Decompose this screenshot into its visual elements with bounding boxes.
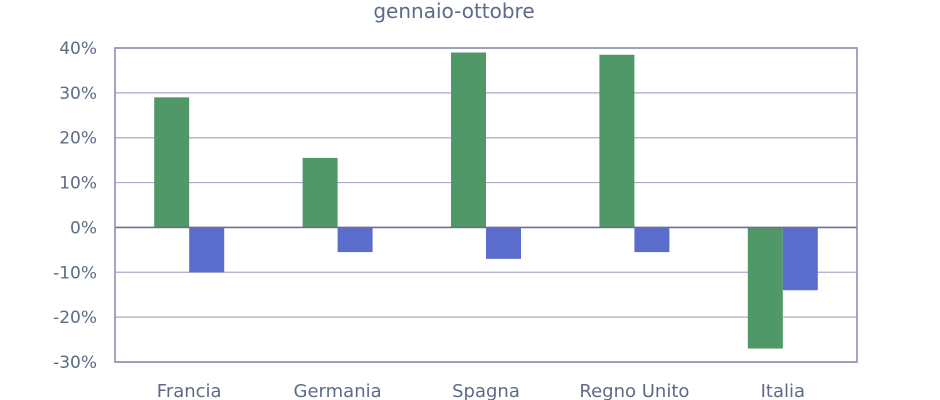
- x-category-label: Spagna: [452, 381, 520, 400]
- y-tick-label: -30%: [53, 353, 97, 373]
- bar-spagna-series-1: [451, 52, 486, 228]
- y-tick-label: 30%: [59, 84, 97, 104]
- plot-border: [114, 47, 858, 363]
- x-category-label: Regno Unito: [579, 381, 689, 400]
- chart-title: gennaio-ottobre: [373, 0, 534, 23]
- y-tick-label: 10%: [59, 174, 97, 194]
- plot-frame: [114, 47, 858, 363]
- bar-spagna-series-2: [486, 227, 521, 259]
- x-category-label: Francia: [157, 381, 222, 400]
- y-tick-label: 0%: [70, 218, 97, 238]
- x-category-label: Italia: [761, 381, 805, 400]
- bar-regno-unito-series-1: [599, 54, 635, 228]
- y-tick-label: -20%: [53, 308, 97, 328]
- y-tick-label: -10%: [53, 263, 97, 283]
- x-category-labels: Francia Germania Spagna Regno Unito Italia: [157, 381, 805, 400]
- y-tick-label: 40%: [59, 39, 97, 59]
- bar-italia-series-2: [782, 227, 818, 291]
- bar-regno-unito-series-2: [634, 227, 670, 253]
- bar-francia-series-1: [154, 97, 190, 228]
- bars: [154, 52, 818, 349]
- bar-germania-series-1: [302, 157, 338, 228]
- x-category-label: Germania: [294, 381, 382, 400]
- bar-germania-series-2: [337, 227, 373, 253]
- bar-francia-series-2: [189, 227, 225, 273]
- y-tick-label: 20%: [59, 129, 97, 149]
- bar-italia-series-1: [747, 227, 783, 349]
- y-tick-labels: 40% 30% 20% 10% 0% -10% -20% -30%: [53, 39, 97, 373]
